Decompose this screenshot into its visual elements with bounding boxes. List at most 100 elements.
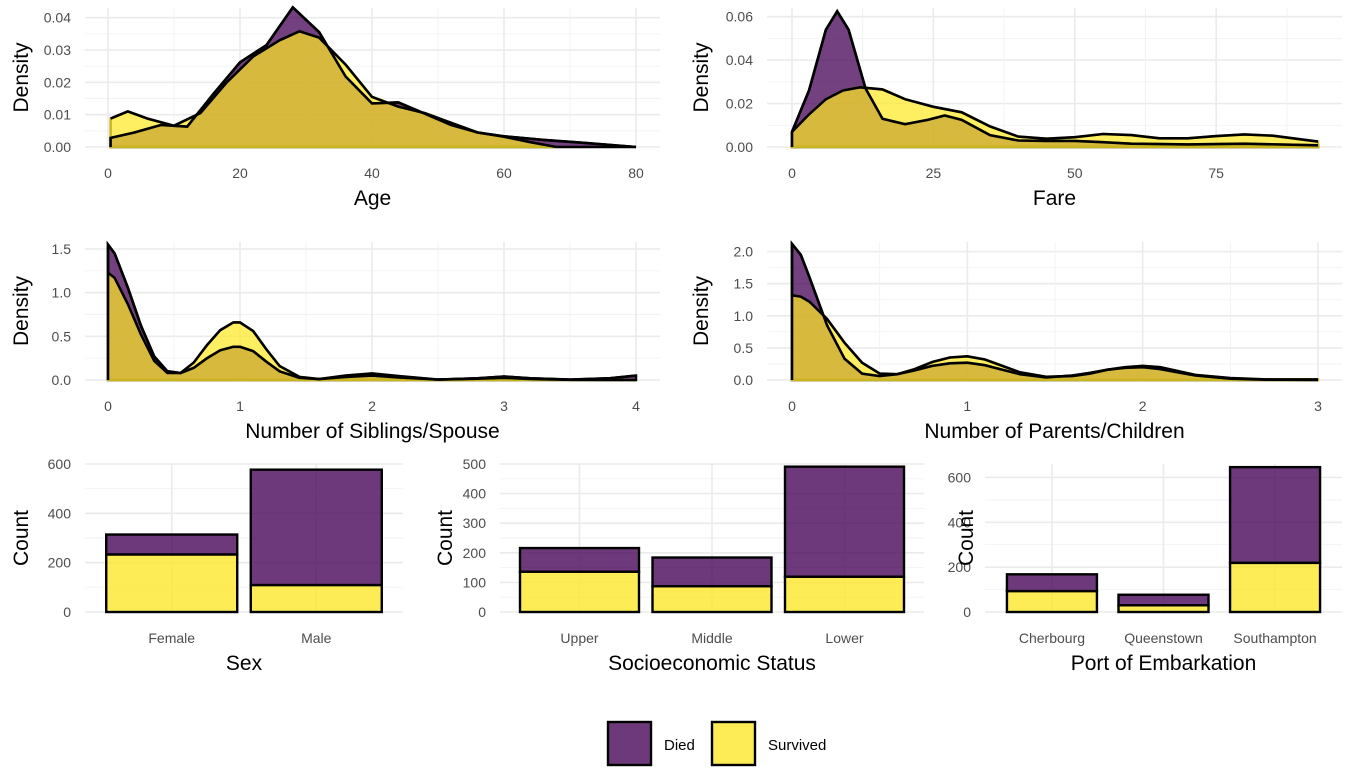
x-tick-label: Lower xyxy=(825,630,863,646)
fare-density-panel: 0.00 0.02 0.04 0.06 0 25 50 75 Fare Density xyxy=(690,8,1342,210)
y-tick-label: 0.03 xyxy=(44,42,71,58)
bar-died-cherbourg xyxy=(1005,573,1099,593)
x-tick-label: 1 xyxy=(963,398,971,414)
x-tick-label: 60 xyxy=(496,165,512,181)
x-tick-label: 40 xyxy=(364,165,380,181)
x-tick-label: 4 xyxy=(632,398,640,414)
y-tick-label: 0 xyxy=(963,604,971,620)
y-tick-label: 600 xyxy=(948,469,972,485)
x-axis-title: Number of Siblings/Spouse xyxy=(245,420,499,443)
x-tick-label: 3 xyxy=(500,398,508,414)
y-tick-label: 200 xyxy=(48,555,72,571)
x-tick-label: 25 xyxy=(926,165,942,181)
y-tick-label: 0.5 xyxy=(52,328,72,344)
y-tick-label: 1.5 xyxy=(734,276,754,292)
parents-children-density-panel: 0.0 0.5 1.0 1.5 2.0 0 1 2 3 Number of Parents/Chi… xyxy=(690,240,1342,443)
x-tick-label: 0 xyxy=(788,398,796,414)
y-tick-label: 0.01 xyxy=(44,107,71,123)
x-tick-label: 1 xyxy=(236,398,244,414)
bar-died-lower xyxy=(783,465,906,578)
bar-survived-middle xyxy=(651,585,773,614)
y-tick-label: 0.02 xyxy=(44,74,71,90)
y-tick-label: 0.5 xyxy=(734,340,754,356)
y-tick-label: 0.00 xyxy=(726,139,753,155)
y-tick-label: 300 xyxy=(463,515,487,531)
bar-survived-cherbourg xyxy=(1005,589,1099,614)
x-tick-label: Male xyxy=(301,630,332,646)
legend-key-died xyxy=(606,720,653,767)
x-tick-label: 2 xyxy=(1139,398,1147,414)
x-axis-title: Socioeconomic Status xyxy=(608,652,816,675)
x-axis-title: Number of Parents/Children xyxy=(924,420,1184,443)
bar-survived-queenstown xyxy=(1117,604,1210,614)
bar-died-queenstown xyxy=(1117,593,1210,607)
y-tick-label: 0.04 xyxy=(44,10,71,26)
x-tick-label: Female xyxy=(148,630,195,646)
density-area-survived xyxy=(109,29,558,149)
y-axis-title: Density xyxy=(690,42,713,113)
x-tick-label: 80 xyxy=(628,165,644,181)
x-axis-title: Age xyxy=(354,187,391,210)
x-tick-label: 3 xyxy=(1314,398,1322,414)
y-tick-label: 600 xyxy=(48,456,72,472)
y-tick-label: 0.04 xyxy=(726,52,753,68)
legend-label-died: Died xyxy=(664,737,695,754)
sex-bar-panel: 0 200 400 600 Female Male Sex Count xyxy=(10,456,403,675)
y-tick-label: 400 xyxy=(48,505,72,521)
age-density-panel: 0.00 0.01 0.02 0.03 0.04 0 20 40 60 80 Age Density xyxy=(10,5,660,210)
x-tick-label: 0 xyxy=(788,165,796,181)
y-tick-label: 0.0 xyxy=(52,372,72,388)
embarkation-bar-panel: 0 200 400 600 Cherbourg Queenstown Southampton… xyxy=(948,464,1342,675)
y-axis-title: Count xyxy=(955,510,978,566)
bar-survived-female xyxy=(105,553,239,614)
y-tick-label: 0 xyxy=(63,604,71,620)
density-outline-survived xyxy=(791,294,1318,381)
bar-survived-male xyxy=(249,583,383,614)
bar-died-female xyxy=(105,533,239,556)
bar-died-southampton xyxy=(1228,465,1322,565)
x-tick-label: Cherbourg xyxy=(1019,630,1085,646)
x-axis-title: Fare xyxy=(1033,187,1076,210)
x-tick-label: 0 xyxy=(104,165,112,181)
bar-died-upper xyxy=(518,546,641,573)
y-tick-label: 0.00 xyxy=(44,139,71,155)
y-tick-label: 1.0 xyxy=(734,308,754,324)
x-tick-label: 20 xyxy=(232,165,248,181)
y-axis-title: Count xyxy=(10,510,33,566)
y-tick-label: 400 xyxy=(463,486,487,502)
socioeconomic-bar-panel: 0 100 200 300 400 500 Upper Middle Lower Socioeco… xyxy=(434,456,924,675)
y-tick-label: 0.06 xyxy=(726,9,753,25)
x-tick-label: Queenstown xyxy=(1124,630,1203,646)
y-axis-title: Density xyxy=(690,275,713,346)
density-outline-survived xyxy=(110,29,558,149)
legend: Died Survived xyxy=(606,720,826,767)
x-tick-label: Upper xyxy=(560,630,598,646)
bar-survived-lower xyxy=(783,575,906,614)
x-tick-label: 0 xyxy=(104,398,112,414)
x-axis-title: Sex xyxy=(226,652,263,675)
legend-key-survived xyxy=(710,720,757,767)
y-axis-title: Density xyxy=(10,275,33,346)
x-tick-label: 50 xyxy=(1067,165,1083,181)
y-tick-label: 0.02 xyxy=(726,96,753,112)
density-outline-survived xyxy=(791,85,1319,143)
y-tick-label: 0 xyxy=(478,604,486,620)
x-axis-title: Port of Embarkation xyxy=(1071,652,1257,675)
density-outline-died xyxy=(790,8,1319,147)
y-tick-label: 500 xyxy=(463,456,487,472)
y-axis-title: Count xyxy=(434,510,457,566)
y-tick-label: 200 xyxy=(463,545,487,561)
x-tick-label: Middle xyxy=(691,630,732,646)
siblings-spouse-density-panel: 0.0 0.5 1.0 1.5 0 1 2 3 4 Number of Siblings/Spou… xyxy=(10,240,660,443)
density-outline-died xyxy=(790,240,1319,382)
x-tick-label: 2 xyxy=(368,398,376,414)
bar-died-male xyxy=(249,468,383,587)
y-tick-label: 1.0 xyxy=(52,285,72,301)
y-tick-label: 0.0 xyxy=(734,372,754,388)
bar-survived-upper xyxy=(518,570,641,614)
legend-label-survived: Survived xyxy=(768,737,826,754)
y-tick-label: 100 xyxy=(463,574,487,590)
y-tick-label: 400 xyxy=(948,514,972,530)
density-outline-survived xyxy=(107,271,636,382)
